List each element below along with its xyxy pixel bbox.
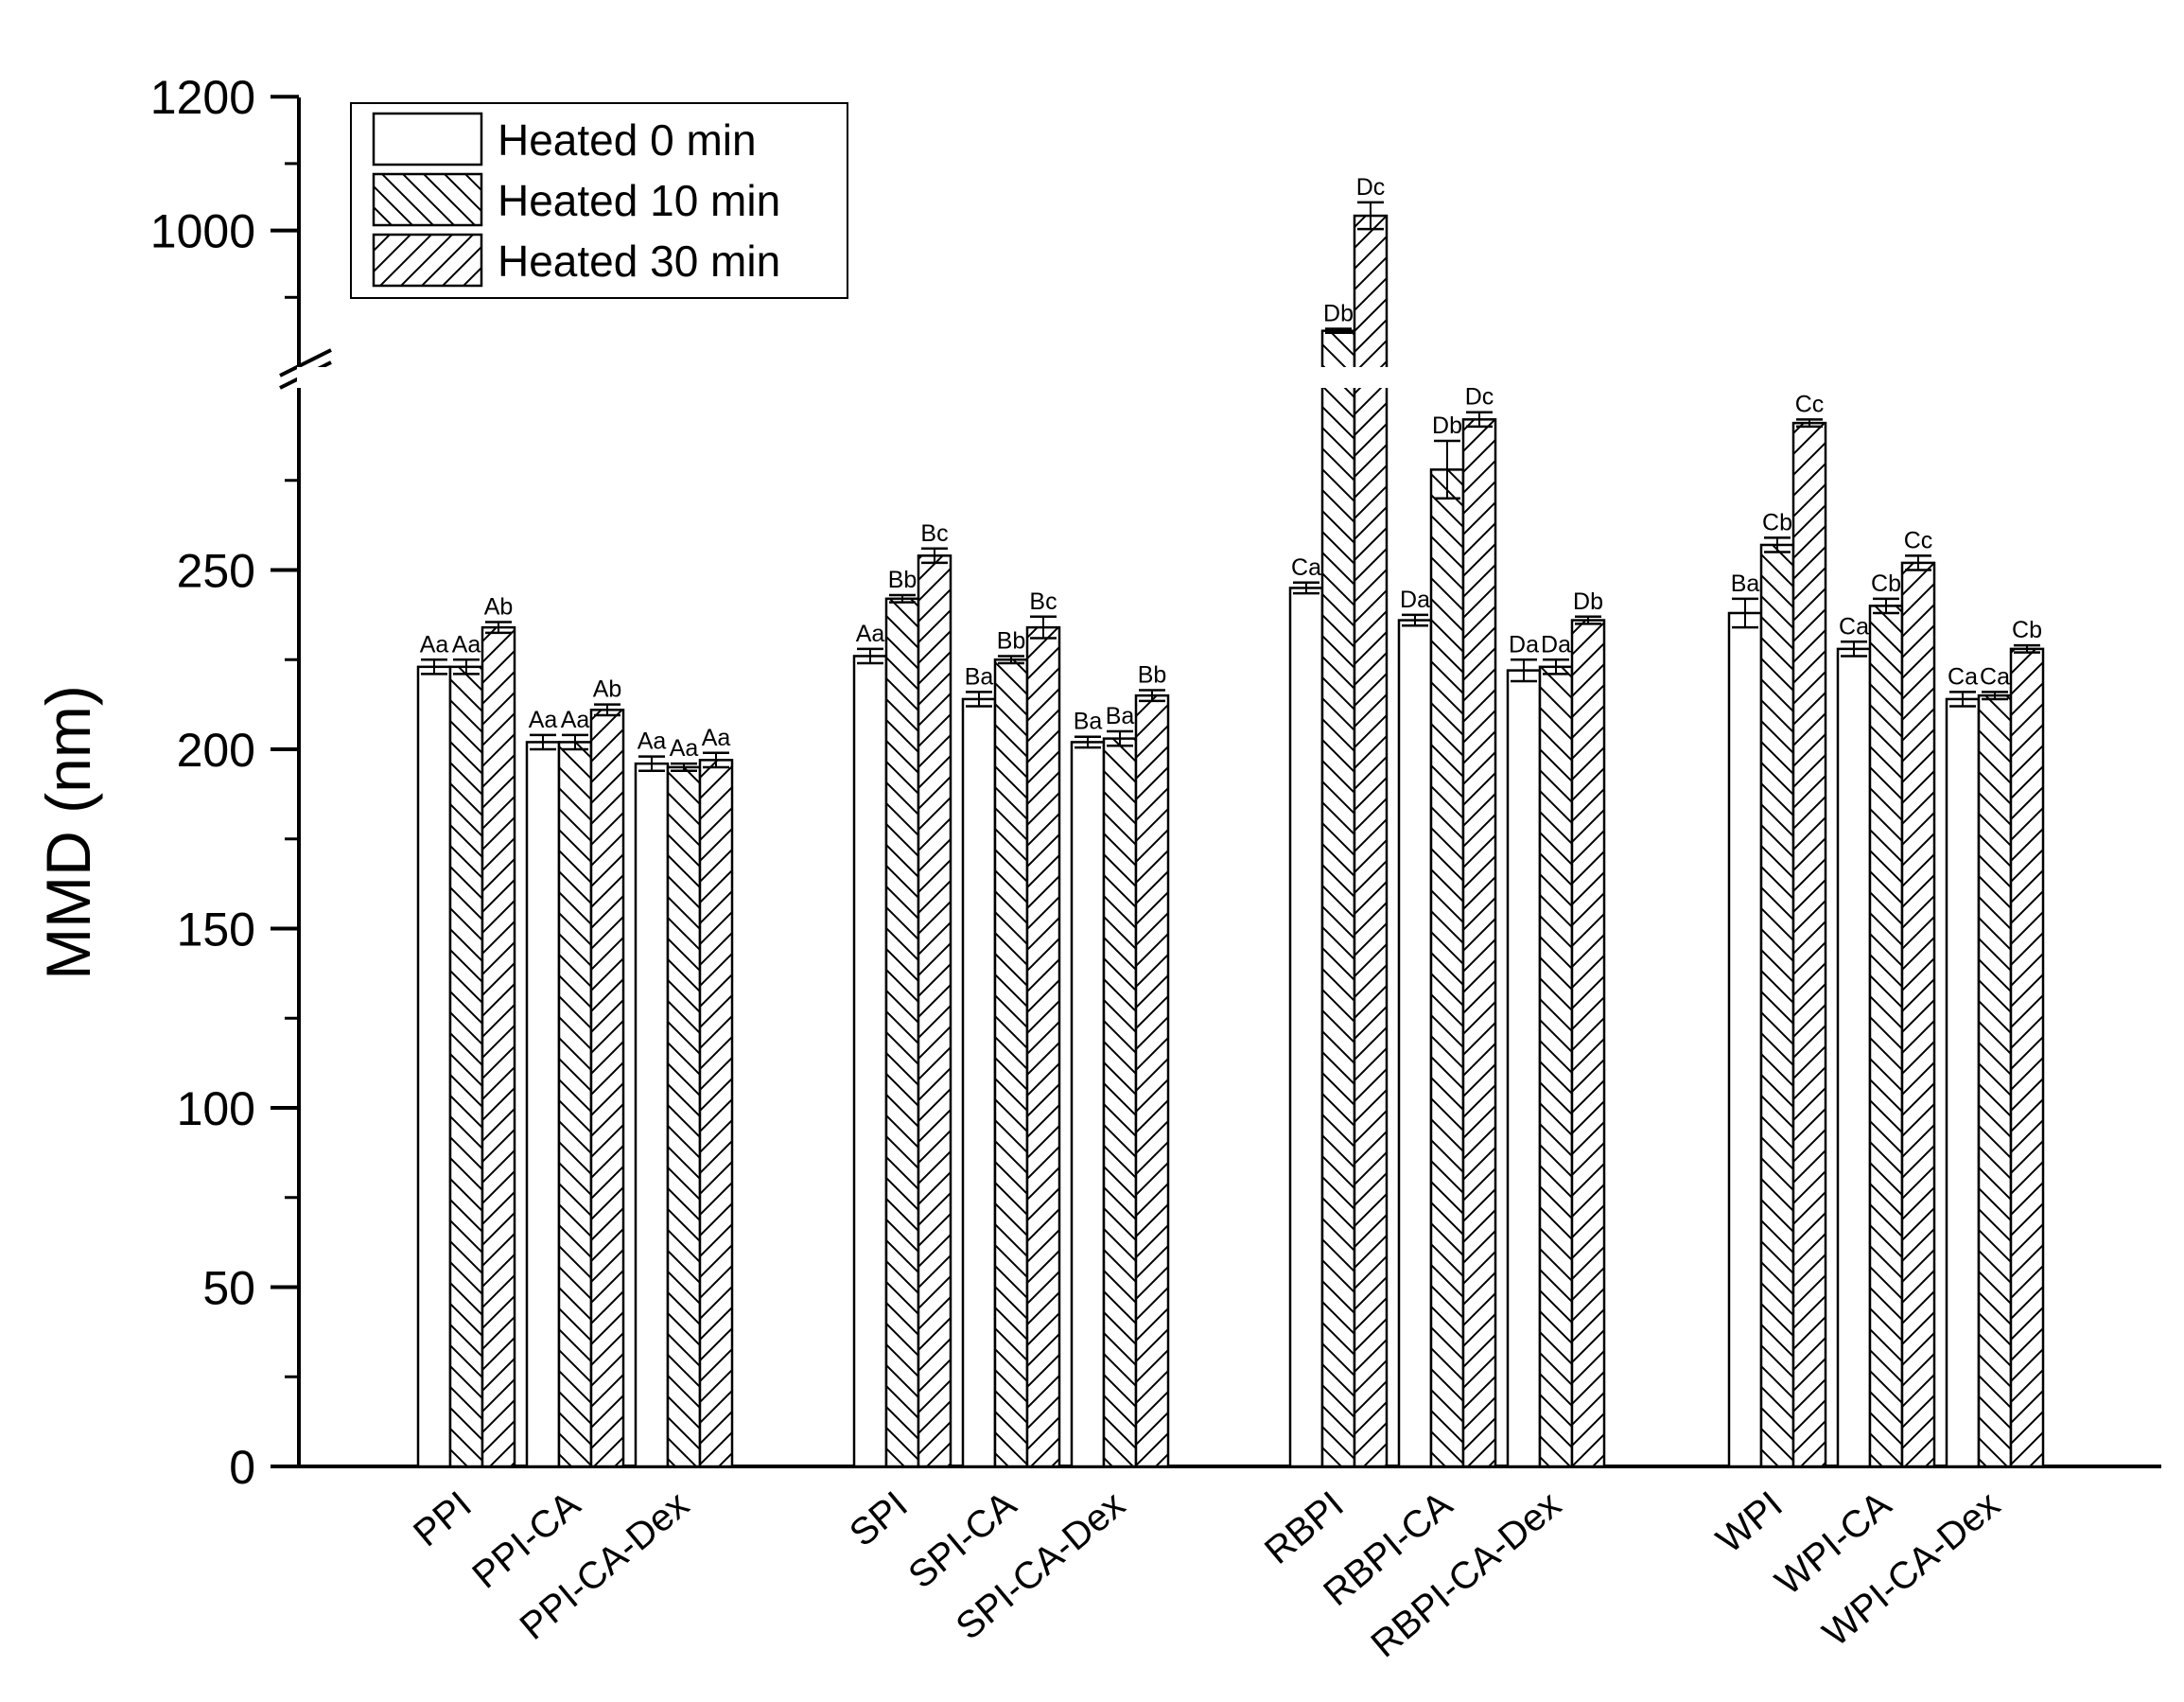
bar-heated-0 xyxy=(416,665,452,1468)
significance-letter: Ba xyxy=(965,663,994,690)
bar-heated-0 xyxy=(1727,611,1763,1468)
y-tick-label: 100 xyxy=(177,1082,255,1135)
significance-letter: Bc xyxy=(1029,588,1057,615)
bar-heated-30 xyxy=(917,554,952,1468)
bar-heated-30 xyxy=(1461,418,1497,1468)
y-tick-label: 150 xyxy=(177,904,255,956)
legend-swatch-heated-10 xyxy=(372,172,483,227)
bar-heated-30 xyxy=(1791,421,1827,1468)
significance-letter: Aa xyxy=(452,631,481,658)
significance-letter: Ca xyxy=(1980,663,2010,690)
bar-heated-0 xyxy=(1945,697,1981,1468)
y-tick-label: 0 xyxy=(229,1441,255,1494)
significance-letter: Aa xyxy=(702,725,731,751)
significance-letter: Bb xyxy=(997,627,1026,654)
y-tick-label: 1000 xyxy=(150,205,255,258)
bar-heated-30 xyxy=(1025,625,1061,1468)
x-category-label: SPI xyxy=(842,1483,916,1554)
axis-break-mark-upper xyxy=(279,348,332,377)
x-category-label: RBPI-CA-Dex xyxy=(1364,1483,1569,1665)
significance-letter: Da xyxy=(1541,631,1571,658)
bar-heated-0 xyxy=(1070,741,1106,1468)
axes-layer: 05010015020025080010001200 xyxy=(150,71,2161,1494)
significance-letter: Aa xyxy=(561,707,590,733)
significance-letter: Aa xyxy=(529,707,558,733)
bar-heated-30 xyxy=(698,759,734,1468)
bar-heated-10 xyxy=(1320,329,1356,1468)
significance-letter: Cb xyxy=(1762,509,1792,535)
significance-letter: Da xyxy=(1509,631,1539,658)
bar-heated-0 xyxy=(1288,587,1324,1468)
axis-break-gap xyxy=(297,367,2163,388)
x-category-label: RBPI xyxy=(1257,1483,1352,1572)
bar-heated-30 xyxy=(480,625,516,1468)
significance-letter: Ba xyxy=(1106,703,1135,729)
bar-heated-30 xyxy=(1570,619,1606,1468)
bar-heated-0 xyxy=(1836,647,1872,1468)
significance-letter: Ca xyxy=(1948,663,1978,690)
bar-heated-10 xyxy=(666,765,702,1468)
significance-letter: Bb xyxy=(1138,661,1167,688)
bar-heated-10 xyxy=(884,597,920,1468)
significance-letter: Ab xyxy=(484,593,514,620)
significance-letter: Db xyxy=(1432,412,1462,439)
significance-letter: Bc xyxy=(920,520,948,547)
significance-letter: Ca xyxy=(1839,613,1869,640)
significance-letter: Cc xyxy=(1904,527,1933,553)
bar-heated-30 xyxy=(1134,693,1170,1468)
significance-letter: Cb xyxy=(1871,570,1901,597)
significance-letter: Cb xyxy=(2012,617,2042,643)
legend-label-heated-10: Heated 10 min xyxy=(498,176,780,225)
bar-heated-10 xyxy=(1868,605,1904,1468)
significance-letter: Ba xyxy=(1731,570,1760,597)
significance-letter: Dc xyxy=(1465,384,1494,411)
bar-heated-30 xyxy=(1353,214,1389,1468)
bar-heated-10 xyxy=(557,741,593,1468)
bar-heated-10 xyxy=(1538,665,1574,1468)
significance-letter: Aa xyxy=(856,621,885,647)
significance-letter: Ba xyxy=(1074,709,1103,735)
significance-letter: Aa xyxy=(420,631,449,658)
significance-letter: Bb xyxy=(888,567,917,593)
bar-heated-0 xyxy=(961,697,997,1468)
significance-letter: Db xyxy=(1323,301,1354,327)
y-tick-label: 50 xyxy=(202,1262,255,1315)
legend-label-heated-0: Heated 0 min xyxy=(498,115,757,165)
bar-heated-10 xyxy=(1102,737,1138,1468)
y-axis-title: MMD (nm) xyxy=(33,685,103,980)
bar-heated-10 xyxy=(993,658,1029,1468)
bar-heated-0 xyxy=(634,762,670,1468)
significance-letter: Db xyxy=(1573,588,1603,615)
legend-swatch-heated-0 xyxy=(372,112,483,167)
bar-heated-30 xyxy=(589,709,625,1468)
significance-letter: Ca xyxy=(1291,554,1321,581)
y-tick-label: 1200 xyxy=(150,71,255,124)
bar-heated-0 xyxy=(852,655,888,1468)
significance-letter: Aa xyxy=(670,735,699,762)
bars-layer xyxy=(416,201,2045,1468)
significance-letter: Dc xyxy=(1356,174,1386,201)
significance-letter: Cc xyxy=(1795,391,1825,417)
x-category-label: PPI xyxy=(406,1483,480,1554)
bar-heated-10 xyxy=(1759,543,1795,1468)
bar-heated-30 xyxy=(2009,647,2045,1468)
legend-label-heated-30: Heated 30 min xyxy=(498,237,780,286)
significance-letter: Da xyxy=(1400,587,1430,613)
significance-letter: Ab xyxy=(593,676,622,703)
bar-heated-10 xyxy=(448,665,484,1468)
bar-heated-10 xyxy=(1977,693,2013,1468)
legend: Heated 0 min Heated 10 min Heated 30 min xyxy=(350,102,848,299)
y-tick-label: 200 xyxy=(177,724,255,777)
bar-heated-30 xyxy=(1900,561,1936,1468)
bar-heated-10 xyxy=(1429,468,1465,1468)
legend-swatch-heated-30 xyxy=(372,233,483,288)
y-tick-label: 250 xyxy=(177,545,255,598)
bar-heated-0 xyxy=(1397,619,1433,1468)
bar-heated-0 xyxy=(525,741,561,1468)
significance-letter: Aa xyxy=(638,728,667,755)
x-category-label: WPI xyxy=(1709,1483,1791,1561)
bar-heated-0 xyxy=(1506,669,1542,1468)
